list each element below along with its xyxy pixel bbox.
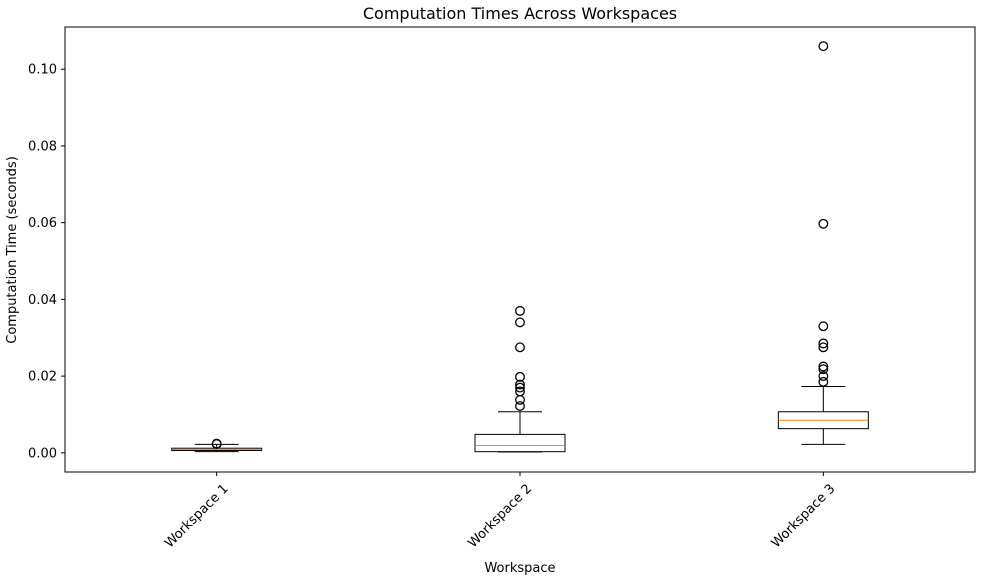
outlier-point [515,342,525,353]
y-tick-label: 0.04 [28,293,57,308]
y-tick-label: 0.00 [28,446,57,461]
outlier-point [818,371,829,382]
x-tick-label: Workspace 3 [769,481,839,551]
outlier-point [515,305,525,316]
outlier-point [818,342,829,353]
y-axis-label: Computation Time (seconds) [5,156,20,344]
outlier-point [515,371,525,382]
x-tick-label: Workspace 1 [162,481,232,551]
outlier-point [515,382,525,393]
outlier-point [818,218,829,229]
outlier-point [515,394,525,405]
y-tick-label: 0.02 [28,370,57,385]
x-axis-label: Workspace [484,561,555,576]
outlier-point [818,361,829,372]
axes-frame [64,26,976,473]
box-group [474,305,566,453]
marks-layer [171,41,869,453]
ticks-layer: 0.00 0.02 0.04 0.06 0.08 0.10 Workspace 1 Works… [28,63,838,551]
outlier-point [818,321,829,332]
y-tick-label: 0.10 [28,63,57,78]
outlier-point [515,401,525,411]
box-group [171,438,263,453]
outlier-point [515,317,525,328]
box-iqr [474,433,566,453]
outlier-point [515,386,525,397]
plot-area-border [64,26,976,473]
y-tick-label: 0.08 [28,139,57,154]
outlier-point [818,364,829,375]
outlier-point [818,41,829,52]
outlier-point [211,438,222,449]
outlier-point [818,338,829,349]
outlier-point [515,379,525,390]
outlier-point [818,376,829,387]
x-tick-label: Workspace 2 [465,481,535,551]
y-tick-label: 0.06 [28,216,57,231]
chart-title: Computation Times Across Workspaces [363,4,677,23]
box-group [777,41,869,445]
